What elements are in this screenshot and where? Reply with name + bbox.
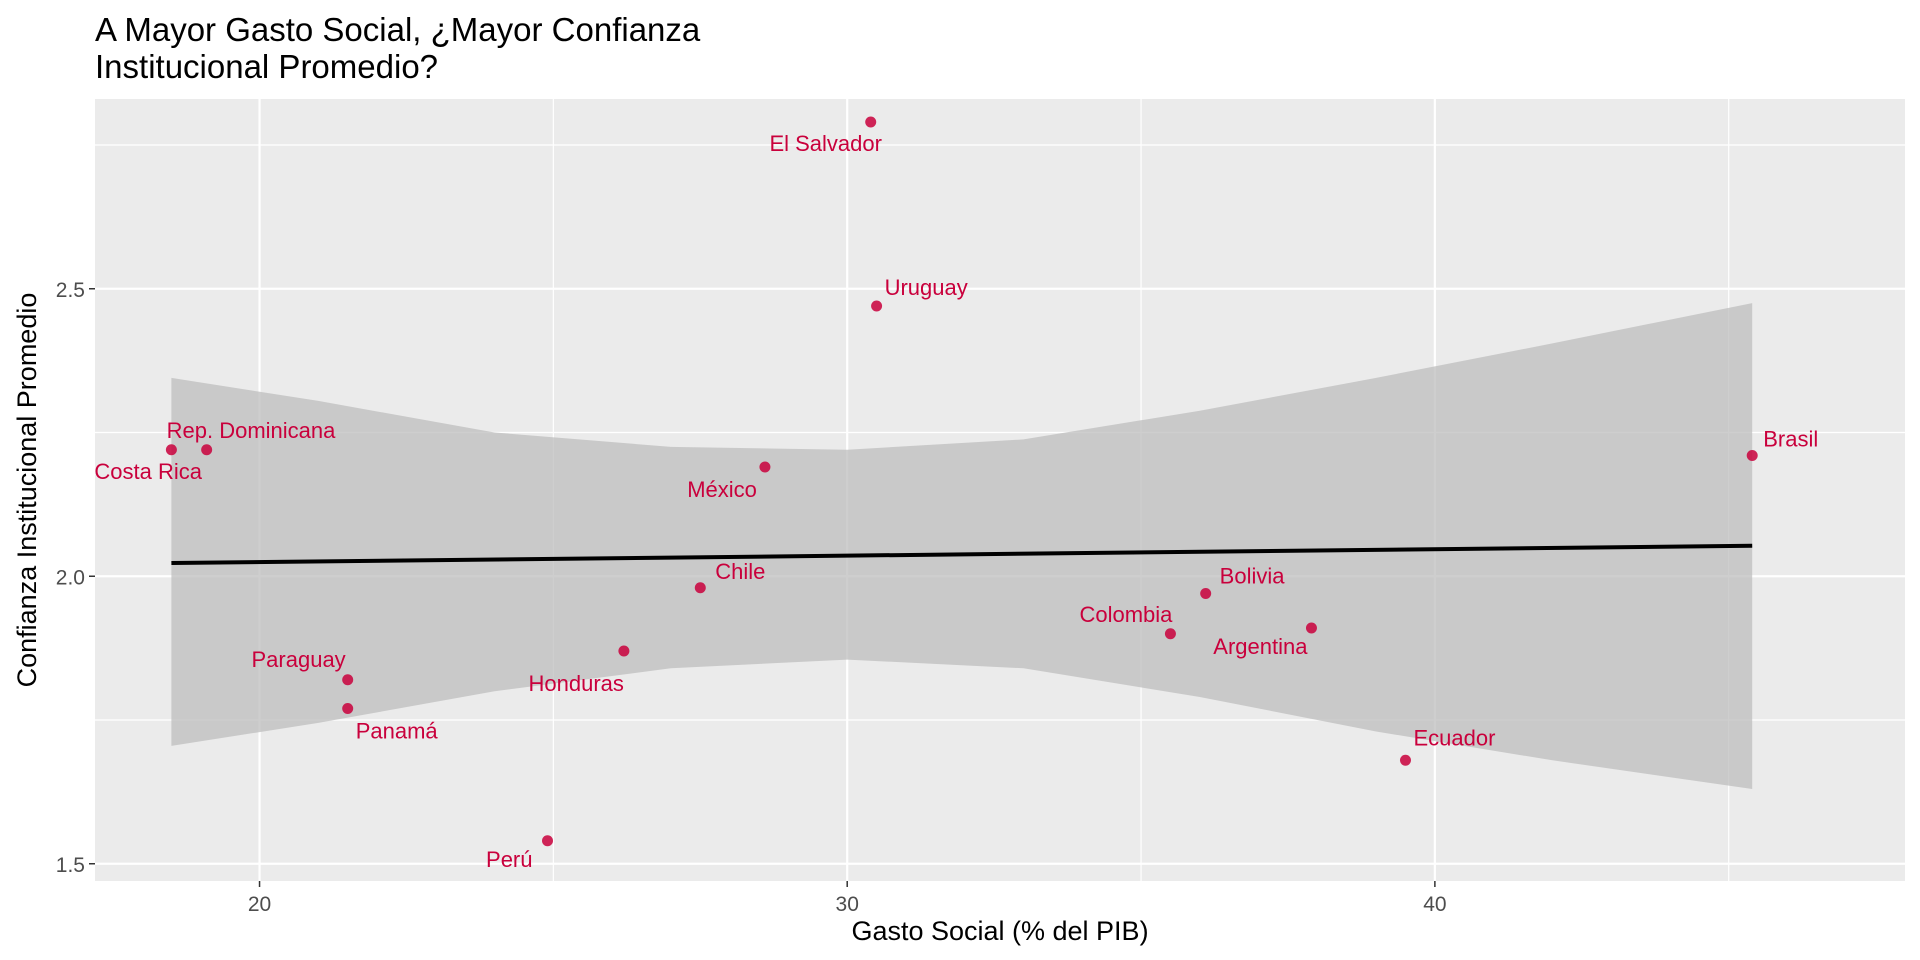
point-label: Uruguay xyxy=(885,275,968,300)
data-point xyxy=(165,444,177,456)
x-axis-title: Gasto Social (% del PIB) xyxy=(851,916,1148,946)
x-tick-label: 40 xyxy=(1423,893,1446,916)
point-label: Colombia xyxy=(1079,602,1173,627)
data-point xyxy=(542,835,553,847)
point-labels: El Salvador Uruguay Rep. Dominicana Costa R… xyxy=(94,131,1818,872)
point-label: Argentina xyxy=(1213,634,1308,659)
trend-line-layer xyxy=(171,543,1753,566)
point-label: Panamá xyxy=(356,719,439,744)
point-label: Paraguay xyxy=(252,647,346,672)
data-point xyxy=(1746,450,1758,461)
y-tick-label: 2.5 xyxy=(56,279,85,302)
point-label: Honduras xyxy=(529,671,624,696)
x-axis-ticks: 20 30 40 xyxy=(248,881,1447,916)
point-label: Bolivia xyxy=(1220,564,1286,589)
data-point xyxy=(871,300,883,312)
data-point xyxy=(1399,754,1411,766)
data-point xyxy=(759,461,771,473)
data-point xyxy=(1200,588,1212,599)
data-point xyxy=(342,703,354,714)
y-axis-ticks: 1.5 2.0 2.5 xyxy=(56,279,95,877)
point-label: Perú xyxy=(486,847,532,872)
y-tick-label: 2.0 xyxy=(56,566,85,589)
data-point xyxy=(342,674,354,686)
y-axis-title: Confianza Institucional Promedio xyxy=(12,293,42,688)
y-tick-label: 1.5 xyxy=(56,854,85,877)
data-point xyxy=(1305,622,1317,634)
point-label: Costa Rica xyxy=(94,459,202,484)
x-tick-label: 20 xyxy=(248,893,271,916)
point-label: Rep. Dominicana xyxy=(167,418,337,443)
data-point xyxy=(694,582,706,594)
x-tick-label: 30 xyxy=(836,893,859,916)
chart-title-line-2: Institucional Promedio? xyxy=(95,48,438,85)
data-point xyxy=(201,444,213,456)
data-point xyxy=(618,645,630,657)
data-point xyxy=(1164,628,1176,640)
data-point xyxy=(865,116,877,128)
confidence-band xyxy=(171,303,1753,789)
chart-title-line-1: A Mayor Gasto Social, ¿Mayor Confianza xyxy=(95,11,701,48)
data-points xyxy=(165,116,1758,847)
point-label: Chile xyxy=(715,559,765,584)
point-label: El Salvador xyxy=(769,131,882,156)
point-label: Ecuador xyxy=(1413,725,1495,750)
confidence-band-layer xyxy=(171,303,1753,789)
trend-line xyxy=(171,543,1753,566)
point-label: Brasil xyxy=(1763,427,1818,452)
point-label: México xyxy=(687,477,757,502)
